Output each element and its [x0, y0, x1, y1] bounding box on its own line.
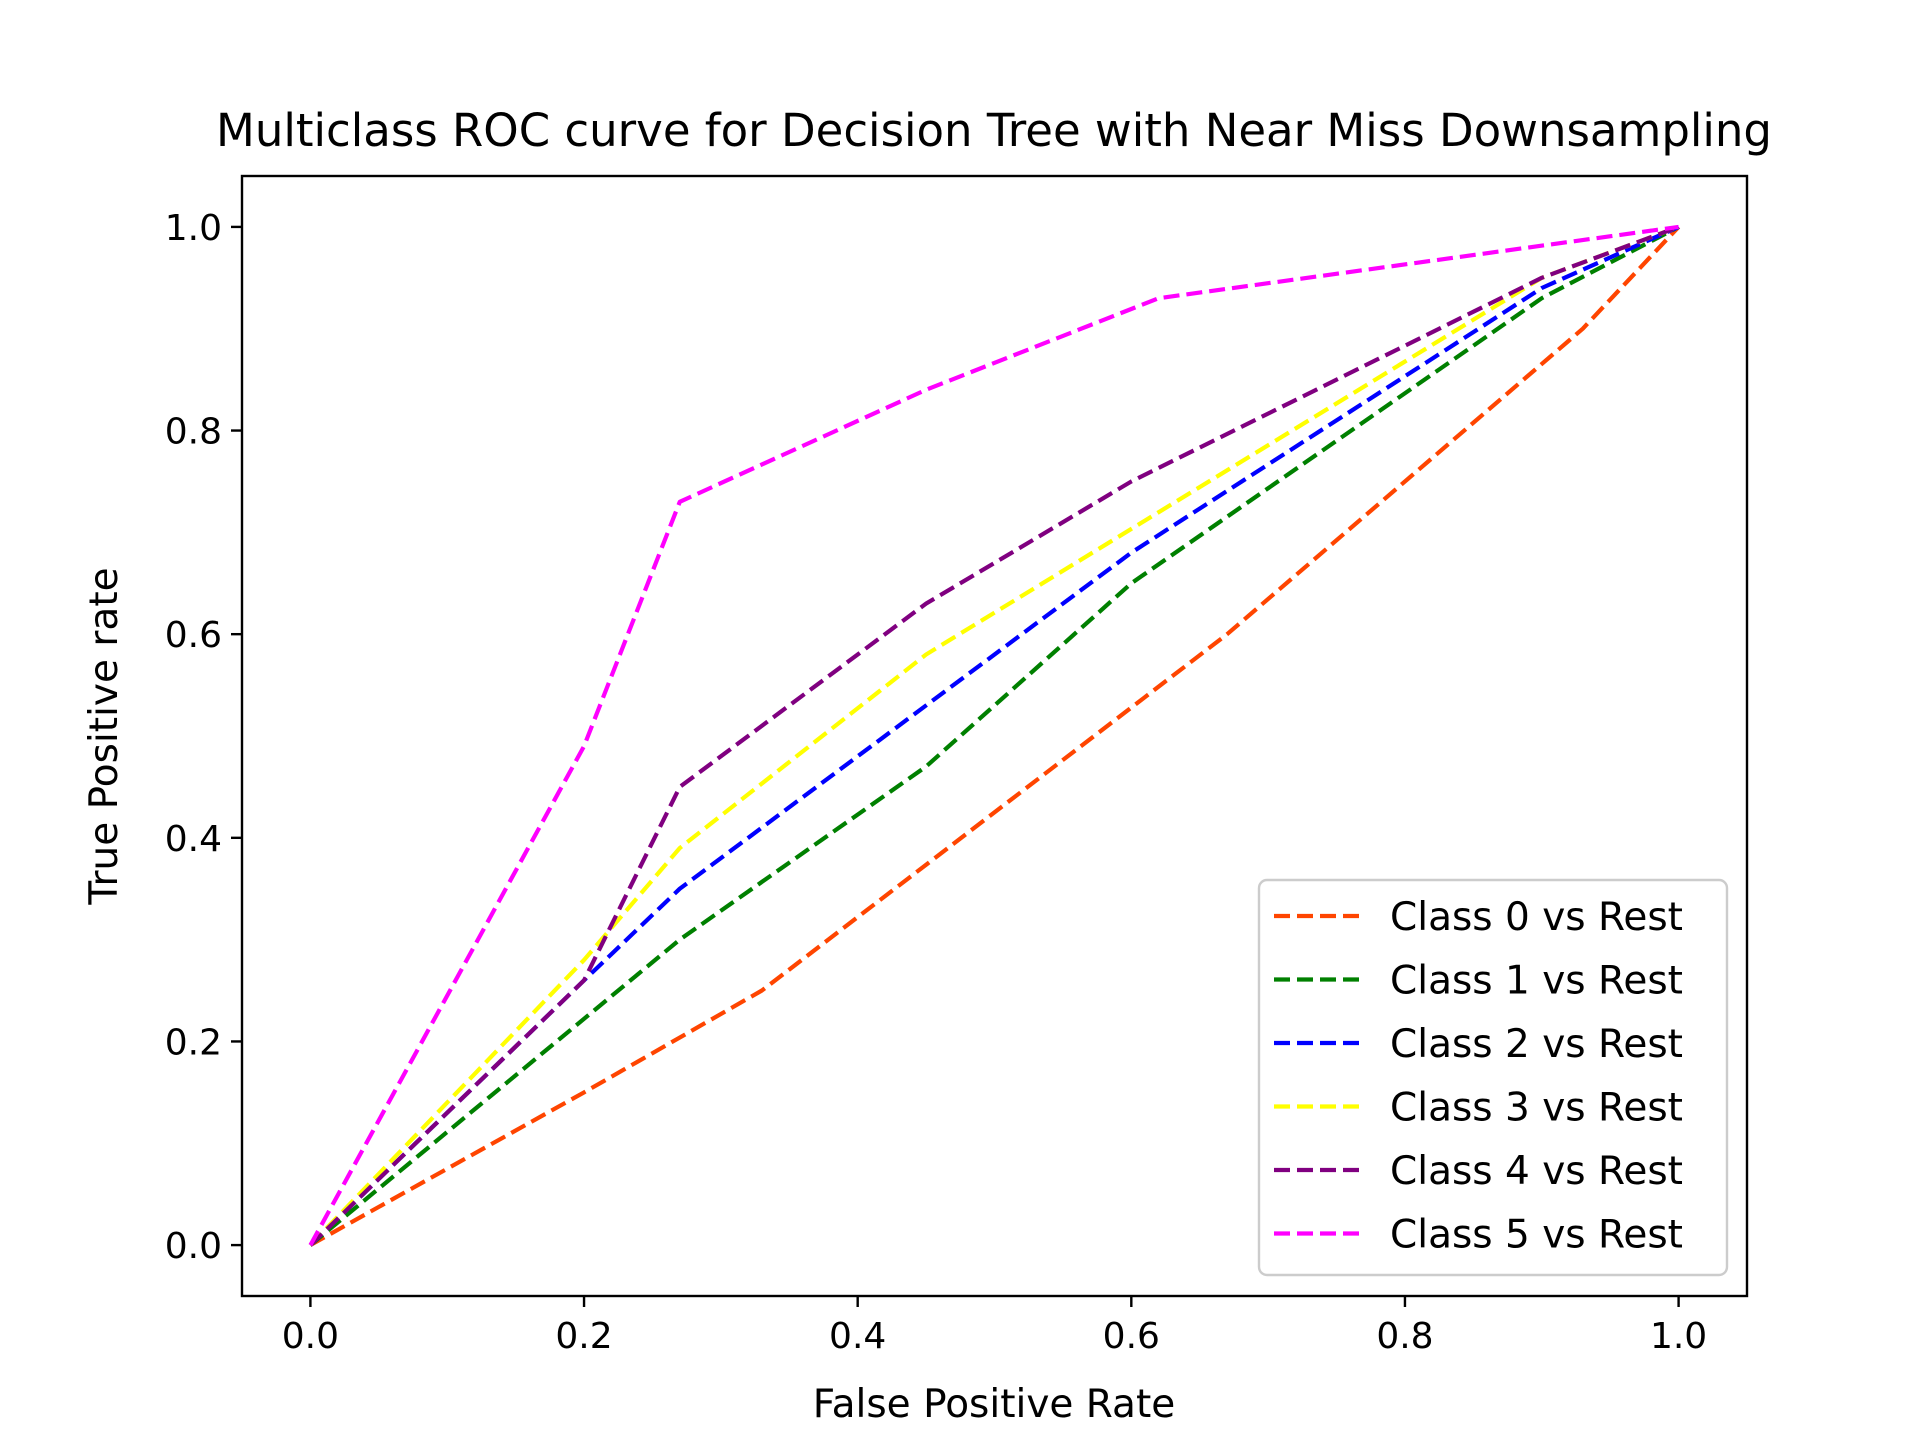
x-tick-label: 1.0 — [1650, 1316, 1707, 1357]
x-tick-label: 0.0 — [282, 1316, 339, 1357]
x-tick-label: 0.6 — [1103, 1316, 1160, 1357]
legend-entry-class-3: Class 3 vs Rest — [1274, 1086, 1683, 1131]
series-line-class-2 — [308, 224, 1680, 1247]
legend-label: Class 4 vs Rest — [1390, 1149, 1683, 1194]
x-axis-label: False Positive Rate — [813, 1382, 1175, 1427]
legend: Class 0 vs Rest Class 1 vs Rest Class 2 vs… — [1257, 878, 1729, 1277]
series-line-class-1 — [309, 225, 1680, 1247]
series-line-class-5 — [308, 224, 1679, 1247]
y-tick-label: 0.6 — [165, 615, 222, 656]
series-layer — [308, 224, 1681, 1247]
y-tick-label: 0.4 — [165, 819, 222, 860]
legend-entry-class-5: Class 5 vs Rest — [1274, 1213, 1683, 1258]
x-tick-label: 0.4 — [829, 1316, 886, 1357]
plot-frame — [240, 174, 1749, 1298]
y-tick-label: 0.0 — [165, 1226, 222, 1267]
y-tick-label: 1.0 — [165, 208, 222, 249]
y-tick-label: 0.8 — [165, 412, 222, 453]
series-line-class-4 — [308, 224, 1680, 1247]
legend-entry-class-4: Class 4 vs Rest — [1274, 1149, 1683, 1194]
legend-label: Class 1 vs Rest — [1390, 959, 1683, 1004]
legend-box — [1257, 878, 1729, 1277]
chart-title: Multiclass ROC curve for Decision Tree w… — [216, 104, 1772, 157]
x-tick-label: 0.2 — [555, 1316, 612, 1357]
y-axis-label: True Positive rate — [82, 567, 127, 905]
y-tick-label: 0.2 — [165, 1022, 222, 1063]
legend-label: Class 0 vs Rest — [1390, 895, 1683, 940]
series-line-class-0 — [309, 225, 1681, 1247]
legend-label: Class 3 vs Rest — [1390, 1086, 1683, 1131]
x-tick-label: 0.8 — [1376, 1316, 1433, 1357]
legend-entries: Class 0 vs Rest Class 1 vs Rest Class 2 vs… — [1274, 895, 1683, 1258]
legend-entry-class-2: Class 2 vs Rest — [1274, 1022, 1683, 1067]
legend-entry-class-1: Class 1 vs Rest — [1274, 959, 1683, 1004]
legend-label: Class 2 vs Rest — [1390, 1022, 1683, 1067]
legend-entry-class-0: Class 0 vs Rest — [1274, 895, 1683, 940]
ticks-layer: 0.0 0.2 0.4 0.6 0.8 1.0 0.0 0.2 0.4 0.6 0.8 1.0 — [165, 208, 1707, 1357]
legend-label: Class 5 vs Rest — [1390, 1213, 1683, 1258]
